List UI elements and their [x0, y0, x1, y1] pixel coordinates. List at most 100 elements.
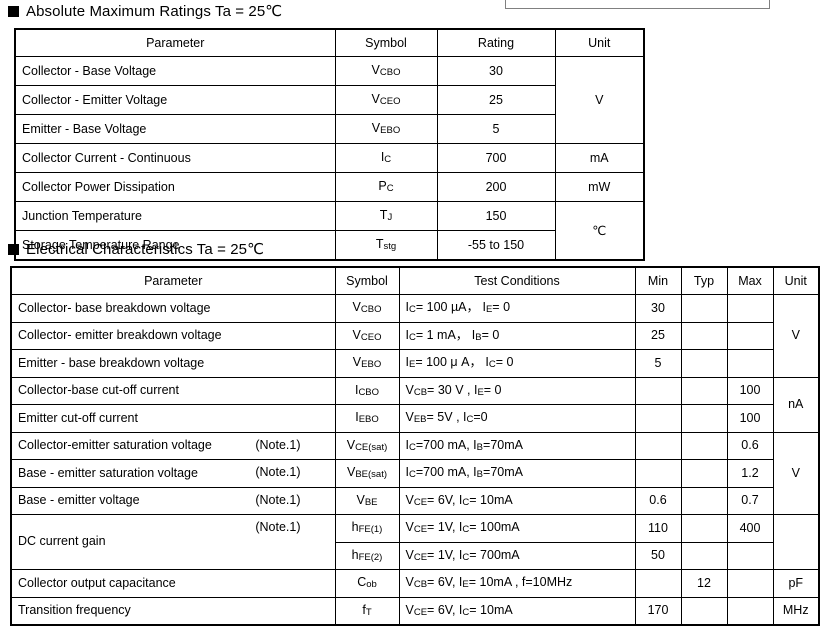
column-header-min: Min	[634, 266, 682, 295]
cell-symbol: VCE(sat)	[334, 431, 400, 460]
cell-test-conditions: VCE= 6V, IC= 10mA	[398, 596, 636, 626]
table-row: Collector output capacitance Cob VCB= 6V, …	[10, 569, 820, 598]
cell-unit: mW	[554, 172, 645, 202]
symbol-text: VCBO	[352, 300, 382, 315]
parameter-label: Transition frequency	[18, 603, 131, 617]
cell-max	[726, 321, 774, 350]
symbol-text: Tstg	[375, 237, 397, 252]
cell-typ	[680, 459, 728, 488]
section-heading-electrical-characteristics: Electrical Characteristics Ta = 25℃	[0, 238, 264, 260]
cell-test-conditions: VCB= 6V, IE= 10mA , f=10MHz	[398, 569, 636, 598]
cell-test-conditions: VCB= 30 V , IE= 0	[398, 376, 636, 405]
cell-parameter: Collector - Emitter Voltage	[14, 85, 336, 115]
cell-unit: V	[772, 431, 820, 515]
cell-unit: mA	[554, 143, 645, 173]
cell-symbol: ICBO	[334, 376, 400, 405]
cell-typ	[680, 321, 728, 350]
square-bullet-icon	[8, 243, 19, 255]
table-header-row: Parameter Symbol Rating Unit	[14, 28, 645, 57]
parameter-note: (Note.1)	[255, 437, 301, 452]
symbol-text: IC	[380, 150, 392, 165]
cell-parameter: DC current gain (Note.1)	[10, 514, 336, 570]
cell-max: 0.6	[726, 431, 774, 460]
cell-min: 30	[634, 294, 682, 323]
cell-symbol: VCBO	[334, 294, 400, 323]
parameter-label: Collector-emitter saturation voltage	[18, 438, 212, 452]
cell-typ	[680, 349, 728, 378]
symbol-text: PC	[378, 179, 394, 194]
cell-rating: 25	[436, 85, 556, 115]
cropped-empty-box	[505, 0, 770, 9]
table-header-row: Parameter Symbol Test Conditions Min Typ Max U…	[10, 266, 820, 295]
cell-symbol: hFE(1)	[334, 514, 400, 543]
cell-test-conditions: VCE= 6V, IC= 10mA	[398, 486, 636, 515]
cell-max: 100	[726, 404, 774, 433]
column-header-symbol: Symbol	[334, 28, 438, 57]
table-row: DC current gain (Note.1) hFE(1) VCE= 1V, IC…	[10, 514, 820, 570]
symbol-text: ICBO	[354, 382, 380, 398]
table-row: Storage Temperature Range Tstg -55 to 150	[14, 230, 644, 261]
column-header-parameter: Parameter	[10, 266, 336, 295]
cell-parameter: Collector Power Dissipation	[14, 172, 336, 202]
cell-min: 25	[634, 321, 682, 350]
cell-symbol: PC	[334, 172, 438, 202]
cell-test-conditions: VCE= 1V, IC= 100mA	[398, 514, 636, 543]
cell-max	[726, 349, 774, 378]
parameter-note: (Note.1)	[255, 520, 301, 534]
cell-symbol: VCBO	[334, 56, 438, 86]
cell-rating: 5	[436, 114, 556, 144]
column-header-rating: Rating	[436, 28, 556, 57]
cell-symbol: Tstg	[334, 230, 438, 261]
absolute-maximum-ratings-table: Parameter Symbol Rating Unit Collector - Bas…	[14, 28, 645, 261]
column-header-max: Max	[726, 266, 774, 295]
column-header-symbol: Symbol	[334, 266, 400, 295]
cell-min	[634, 431, 682, 460]
cell-parameter: Collector Current - Continuous	[14, 143, 336, 173]
cell-rating: 200	[436, 172, 556, 202]
symbol-text: VBE(sat)	[346, 465, 388, 480]
symbol-text: VEBO	[371, 121, 401, 136]
parameter-label: DC current gain	[18, 534, 106, 549]
symbol-text: IEBO	[355, 410, 379, 425]
cell-min	[634, 376, 682, 405]
cell-unit	[772, 514, 820, 570]
cell-min: 50	[634, 541, 682, 570]
cell-parameter: Emitter - base breakdown voltage	[10, 349, 336, 378]
cell-parameter: Transition frequency	[10, 596, 336, 626]
cell-typ	[680, 596, 728, 626]
cell-typ	[680, 376, 728, 405]
cell-typ	[680, 486, 728, 515]
cell-test-conditions: VEB= 5V , IC=0	[398, 404, 636, 433]
cell-parameter: Collector-base cut-off current	[10, 376, 336, 405]
cell-typ	[680, 404, 728, 433]
cell-symbol: hFE(2)	[334, 541, 400, 570]
parameter-label: Emitter cut-off current	[18, 410, 138, 425]
cell-min	[634, 404, 682, 433]
cell-parameter: Collector - Base Voltage	[14, 56, 336, 86]
cell-unit: V	[772, 294, 820, 378]
symbol-text: hFE(2)	[351, 547, 383, 563]
table-row: Collector - Emitter Voltage VCEO 25	[14, 85, 644, 115]
parameter-label: Collector- emitter breakdown voltage	[18, 328, 222, 342]
cell-unit: pF	[772, 569, 820, 598]
cell-typ: 12	[680, 569, 728, 598]
heading-text: Absolute Maximum Ratings Ta = 25℃	[26, 3, 283, 20]
symbol-text: VCBO	[371, 63, 401, 78]
cell-test-conditions: IE= 100 μ A， IC= 0	[398, 349, 636, 378]
cell-min: 170	[634, 596, 682, 626]
table-row: Collector - Base Voltage VCBO 30 V	[14, 56, 645, 144]
symbol-text: VEBO	[352, 355, 382, 370]
cell-parameter: Collector output capacitance	[10, 569, 336, 598]
column-header-test-conditions: Test Conditions	[398, 266, 636, 295]
symbol-text: TJ	[379, 208, 393, 223]
electrical-characteristics-table: Parameter Symbol Test Conditions Min Typ Max U…	[10, 266, 820, 626]
cell-max	[726, 294, 774, 323]
cell-symbol: VEBO	[334, 114, 438, 144]
cell-parameter: Collector- base breakdown voltage	[10, 294, 336, 323]
cell-typ	[680, 541, 728, 570]
cell-symbol: TJ	[334, 201, 438, 231]
cell-test-conditions: VCE= 1V, IC= 700mA	[398, 541, 636, 570]
symbol-text: Cob	[357, 575, 377, 590]
cell-min: 5	[634, 349, 682, 378]
parameter-label: Base - emitter saturation voltage	[18, 465, 198, 480]
